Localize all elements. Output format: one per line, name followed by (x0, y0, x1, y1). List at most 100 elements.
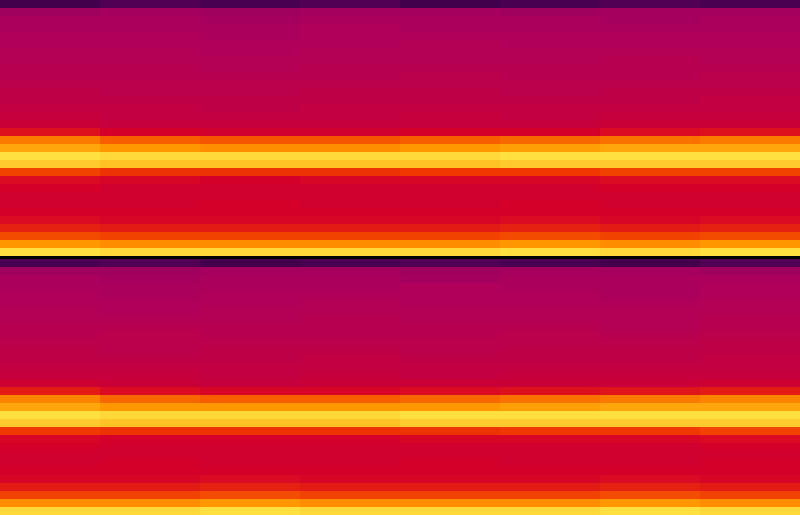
heatmap-cell (200, 307, 301, 316)
heatmap-cell (700, 475, 800, 484)
heatmap-cell (300, 128, 401, 137)
heatmap-cell (200, 32, 301, 41)
heatmap-cell (300, 379, 401, 388)
heatmap-cell (300, 499, 401, 508)
heatmap-cell (100, 88, 201, 97)
heatmap-cell (200, 491, 301, 500)
heatmap-cell (0, 499, 101, 508)
heatmap-cell (200, 184, 301, 193)
heatmap-cell (600, 379, 701, 388)
heatmap-cell (500, 355, 601, 364)
heatmap-cell (300, 347, 401, 356)
heatmap-cell (400, 40, 501, 49)
heatmap-cell (400, 483, 501, 492)
heatmap-cell (300, 483, 401, 492)
heatmap-cell (300, 451, 401, 460)
heatmap-cell (700, 411, 800, 420)
heatmap-cell (300, 248, 401, 256)
heatmap-cell (0, 259, 101, 268)
heatmap-cell (700, 291, 800, 300)
heatmap-cell (400, 128, 501, 137)
heatmap-cell (700, 232, 800, 241)
heatmap-cell (700, 363, 800, 372)
heatmap-cell (400, 232, 501, 241)
heatmap-cell (100, 48, 201, 57)
heatmap-cell (0, 152, 101, 161)
heatmap-cell (200, 291, 301, 300)
heatmap-cell (200, 323, 301, 332)
heatmap-cell (500, 152, 601, 161)
heatmap-cell (500, 72, 601, 81)
heatmap-cell (600, 363, 701, 372)
heatmap-cell (400, 208, 501, 217)
heatmap-cell (300, 168, 401, 177)
heatmap-cell (600, 168, 701, 177)
heatmap-cell (200, 443, 301, 452)
heatmap-cell (600, 176, 701, 185)
heatmap-cell (600, 339, 701, 348)
heatmap-cell (500, 128, 601, 137)
heatmap-cell (600, 307, 701, 316)
heatmap-cell (200, 259, 301, 268)
heatmap-cell (0, 64, 101, 73)
heatmap-cell (0, 160, 101, 169)
heatmap-cell (100, 483, 201, 492)
heatmap-cell (600, 315, 701, 324)
heatmap-cell (200, 299, 301, 308)
heatmap-cell (100, 291, 201, 300)
heatmap-cell (600, 347, 701, 356)
heatmap-cell (700, 104, 800, 113)
heatmap-cell (300, 104, 401, 113)
heatmap-cell (500, 435, 601, 444)
heatmap-cell (0, 451, 101, 460)
heatmap-cell (400, 216, 501, 225)
heatmap-cell (300, 96, 401, 105)
heatmap-cell (200, 152, 301, 161)
heatmap-cell (400, 275, 501, 284)
heatmap-cell (0, 291, 101, 300)
heatmap-cell (400, 371, 501, 380)
heatmap-cell (0, 363, 101, 372)
heatmap-cell (600, 224, 701, 233)
heatmap-cell (700, 40, 800, 49)
heatmap-cell (0, 128, 101, 137)
heatmap-cell (600, 200, 701, 209)
heatmap-cell (600, 232, 701, 241)
heatmap-cell (300, 48, 401, 57)
heatmap-cell (100, 24, 201, 33)
heatmap-cell (300, 291, 401, 300)
heatmap-cell (300, 323, 401, 332)
heatmap-cell (400, 443, 501, 452)
heatmap-cell (200, 411, 301, 420)
heatmap-cell (0, 323, 101, 332)
heatmap-cell (500, 475, 601, 484)
heatmap-cell (0, 248, 101, 256)
heatmap-cell (200, 499, 301, 508)
heatmap-cell (0, 192, 101, 201)
heatmap-cell (300, 152, 401, 161)
heatmap-cell (200, 0, 301, 9)
heatmap-cell (400, 259, 501, 268)
heatmap-cell (400, 64, 501, 73)
heatmap-cell (200, 387, 301, 396)
heatmap-cell (100, 240, 201, 249)
heatmap-cell (700, 48, 800, 57)
heatmap-cell (100, 144, 201, 153)
heatmap-cell (200, 168, 301, 177)
heatmap-cell (200, 347, 301, 356)
heatmap-cell (300, 64, 401, 73)
heatmap-cell (500, 379, 601, 388)
heatmap-cell (700, 331, 800, 340)
heatmap-cell (500, 88, 601, 97)
heatmap-cell (200, 232, 301, 241)
heatmap-cell (300, 403, 401, 412)
heatmap-cell (200, 24, 301, 33)
heatmap-cell (500, 387, 601, 396)
heatmap-cell (300, 216, 401, 225)
heatmap-cell (100, 307, 201, 316)
heatmap-cell (600, 72, 701, 81)
heatmap-cell (100, 395, 201, 404)
heatmap-cell (500, 232, 601, 241)
heatmap-cell (300, 176, 401, 185)
heatmap-cell (400, 395, 501, 404)
